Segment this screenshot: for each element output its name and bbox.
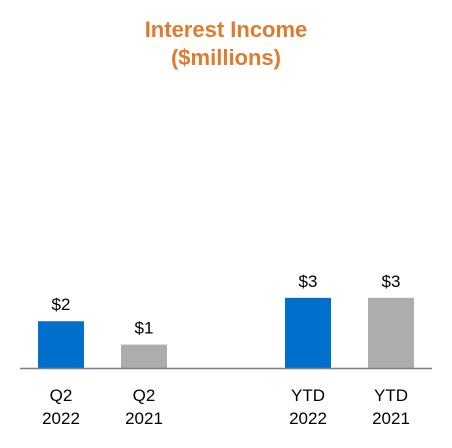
chart-title-line-1: Interest Income [144, 17, 308, 42]
category-label-2-line-1: YTD [291, 386, 325, 405]
category-label-3-line-2: 2021 [372, 409, 410, 428]
bar-3 [368, 297, 414, 368]
value-label-2: $3 [299, 272, 318, 291]
bar-2 [285, 297, 331, 368]
chart-title-line-2: ($millions) [170, 45, 281, 70]
value-label-0: $2 [52, 295, 71, 314]
chart-title: Interest Income ($millions) [0, 16, 452, 72]
category-label-0-line-1: Q2 [50, 386, 73, 405]
value-label-1: $1 [135, 319, 154, 338]
bar-1 [121, 344, 167, 368]
category-label-1-line-1: Q2 [133, 386, 156, 405]
category-label-3-line-1: YTD [374, 386, 408, 405]
category-label-1-line-2: 2021 [125, 409, 163, 428]
value-label-3: $3 [382, 272, 401, 291]
bar-0 [38, 321, 84, 368]
category-label-0-line-2: 2022 [42, 409, 80, 428]
category-label-2-line-2: 2022 [289, 409, 327, 428]
